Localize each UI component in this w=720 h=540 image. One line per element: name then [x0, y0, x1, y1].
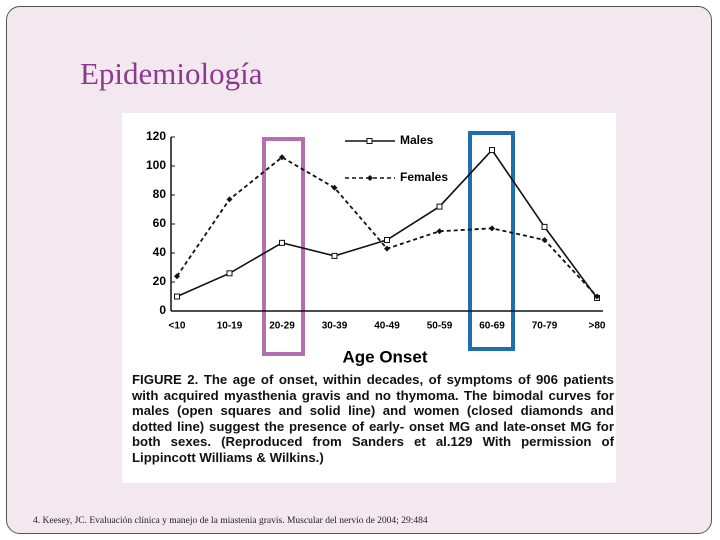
point: [331, 252, 338, 259]
x-tick-label: 60-69: [479, 321, 505, 332]
point: [489, 225, 495, 232]
point: [436, 228, 443, 235]
point: [489, 147, 495, 154]
y-tick-label: 40: [153, 245, 167, 259]
figure-image: [122, 113, 616, 483]
footnote: 4. Keesey, JC. Evaluación clínica y mane…: [33, 516, 428, 526]
legend-label: Males: [400, 133, 434, 147]
x-tick-label: 20-29: [269, 321, 295, 332]
point: [541, 223, 548, 230]
legend-marker: [367, 175, 373, 181]
legend-label: Females: [400, 170, 448, 184]
highlight-box: [468, 131, 515, 351]
x-tick-label: 40-49: [374, 321, 400, 332]
y-tick-label: 0: [159, 303, 166, 317]
x-tick-label: 30-39: [322, 321, 348, 332]
point: [279, 154, 285, 161]
x-tick-label: <10: [169, 321, 186, 332]
x-tick-label: 70-79: [532, 321, 558, 332]
point: [174, 273, 180, 280]
y-tick-label: 20: [153, 274, 167, 288]
series-line: [176, 148, 598, 299]
x-axis-label: Age Onset: [342, 347, 427, 366]
point: [226, 196, 233, 203]
x-tick-label: 50-59: [427, 321, 453, 332]
x-tick-label: 10-19: [217, 321, 243, 332]
y-tick-label: 120: [146, 129, 166, 143]
legend-marker: [366, 138, 373, 144]
slide-title: Epidemiología: [80, 56, 263, 91]
highlight-box: [262, 137, 305, 356]
point: [384, 236, 390, 243]
point: [226, 270, 233, 277]
y-tick-label: 60: [153, 216, 167, 230]
point: [541, 236, 548, 243]
point: [174, 293, 180, 300]
point: [594, 293, 600, 300]
x-tick-label: >80: [589, 321, 606, 332]
point: [436, 203, 443, 210]
figure-caption: FIGURE 2. The age of onset, within decad…: [132, 372, 614, 465]
y-tick-label: 80: [153, 187, 167, 201]
point: [331, 184, 338, 191]
y-tick-label: 100: [146, 158, 166, 172]
point: [279, 239, 285, 246]
point: [384, 245, 390, 252]
